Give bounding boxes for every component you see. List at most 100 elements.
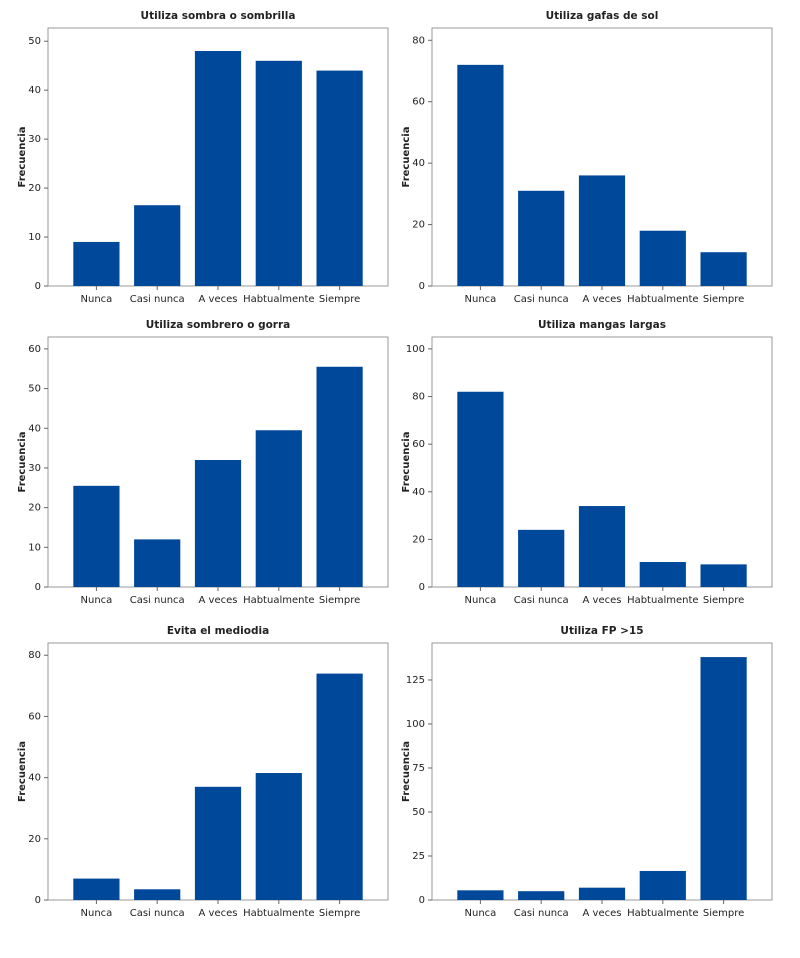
y-axis-label: Frecuencia	[17, 432, 28, 493]
y-axis-label: Frecuencia	[401, 432, 412, 493]
x-tick-label: Nunca	[465, 294, 497, 305]
bar	[578, 506, 626, 587]
x-tick-label: Casi nunca	[514, 294, 569, 305]
x-tick-label: A veces	[583, 595, 622, 606]
bar	[255, 773, 302, 900]
y-axis-label: Frecuencia	[17, 741, 28, 802]
y-tick-label: 0	[35, 281, 41, 292]
x-tick-label: A veces	[199, 908, 238, 919]
bar	[457, 391, 504, 587]
bar	[518, 529, 565, 587]
y-tick-label: 0	[35, 895, 41, 906]
y-tick-label: 20	[412, 220, 425, 231]
y-tick-label: 10	[28, 542, 41, 553]
x-tick-label: Nunca	[465, 595, 497, 606]
y-axis-label: Frecuencia	[17, 127, 28, 188]
bar	[73, 241, 120, 286]
bar	[700, 252, 747, 286]
y-tick-label: 20	[28, 503, 41, 514]
bar	[518, 891, 565, 900]
y-tick-label: 80	[28, 650, 41, 661]
y-tick-label: 100	[406, 719, 425, 730]
y-tick-label: 30	[28, 463, 41, 474]
chart-title: Utiliza sombrero o gorra	[146, 319, 291, 331]
x-tick-label: Nunca	[81, 908, 113, 919]
y-tick-label: 75	[412, 763, 425, 774]
x-tick-label: Habtualmente	[627, 595, 698, 606]
bar	[73, 878, 120, 900]
x-tick-label: Nunca	[81, 294, 113, 305]
y-tick-label: 0	[419, 895, 425, 906]
y-tick-label: 20	[412, 534, 425, 545]
y-tick-label: 80	[412, 35, 425, 46]
x-tick-label: Habtualmente	[627, 908, 698, 919]
y-tick-label: 20	[28, 834, 41, 845]
y-tick-label: 10	[28, 232, 41, 243]
x-tick-label: Casi nunca	[514, 595, 569, 606]
bar	[457, 64, 504, 286]
y-tick-label: 0	[35, 582, 41, 593]
x-tick-label: Siempre	[319, 595, 360, 606]
bar	[255, 60, 302, 287]
y-tick-label: 125	[406, 675, 425, 686]
chart-title: Evita el mediodia	[167, 625, 269, 637]
bar	[700, 564, 747, 587]
y-tick-label: 40	[412, 487, 425, 498]
x-tick-label: Siempre	[319, 294, 360, 305]
bar	[518, 190, 565, 286]
bar	[316, 70, 363, 286]
bar	[255, 430, 302, 587]
x-tick-label: Nunca	[465, 908, 497, 919]
bar	[134, 889, 181, 900]
x-tick-label: A veces	[583, 908, 622, 919]
x-tick-label: Nunca	[81, 595, 113, 606]
bar	[194, 460, 242, 587]
x-tick-label: Habtualmente	[243, 908, 314, 919]
x-tick-label: Casi nunca	[130, 908, 185, 919]
chart-title: Utiliza mangas largas	[538, 319, 666, 331]
bar	[639, 870, 686, 900]
bar	[700, 657, 747, 900]
x-tick-label: Siempre	[703, 294, 744, 305]
y-tick-label: 50	[28, 384, 41, 395]
y-axis-label: Frecuencia	[401, 741, 412, 802]
y-tick-label: 30	[28, 134, 41, 145]
x-tick-label: Siempre	[703, 908, 744, 919]
bar	[73, 485, 120, 587]
x-tick-label: Casi nunca	[130, 294, 185, 305]
x-tick-label: A veces	[583, 294, 622, 305]
y-axis-label: Frecuencia	[401, 127, 412, 188]
y-tick-label: 40	[412, 158, 425, 169]
y-tick-label: 40	[28, 423, 41, 434]
x-tick-label: Siempre	[319, 908, 360, 919]
chart-title: Utiliza sombra o sombrilla	[141, 10, 296, 22]
x-tick-label: Casi nunca	[130, 595, 185, 606]
y-tick-label: 60	[28, 344, 41, 355]
x-tick-label: Habtualmente	[243, 595, 314, 606]
bar	[639, 230, 686, 286]
x-tick-label: Casi nunca	[514, 908, 569, 919]
y-tick-label: 50	[28, 36, 41, 47]
y-tick-label: 80	[412, 392, 425, 403]
y-tick-label: 60	[412, 97, 425, 108]
bar	[639, 562, 686, 587]
chart-title: Utiliza gafas de sol	[546, 10, 659, 22]
bar	[134, 539, 181, 587]
x-tick-label: Siempre	[703, 595, 744, 606]
y-tick-label: 40	[28, 85, 41, 96]
bar	[316, 366, 363, 587]
bar	[578, 887, 626, 900]
x-tick-label: A veces	[199, 595, 238, 606]
bar	[457, 890, 504, 900]
x-tick-label: Habtualmente	[243, 294, 314, 305]
bar	[194, 51, 242, 286]
bar	[134, 205, 181, 286]
y-tick-label: 0	[419, 281, 425, 292]
x-tick-label: A veces	[199, 294, 238, 305]
y-tick-label: 60	[28, 711, 41, 722]
chart-title: Utiliza FP >15	[560, 625, 643, 637]
bar	[316, 673, 363, 900]
y-tick-label: 60	[412, 439, 425, 450]
bar	[194, 786, 242, 900]
